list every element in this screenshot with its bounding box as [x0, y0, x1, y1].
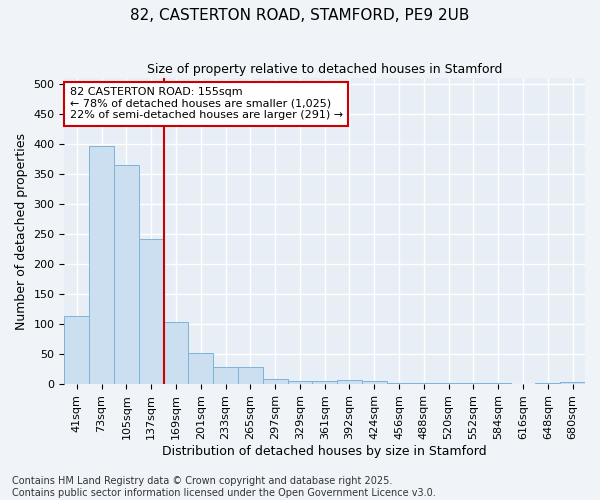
Bar — [139, 239, 164, 384]
X-axis label: Distribution of detached houses by size in Stamford: Distribution of detached houses by size … — [163, 444, 487, 458]
Bar — [114, 165, 139, 384]
Bar — [213, 366, 238, 384]
Text: 82, CASTERTON ROAD, STAMFORD, PE9 2UB: 82, CASTERTON ROAD, STAMFORD, PE9 2UB — [130, 8, 470, 22]
Bar — [287, 381, 313, 384]
Bar — [164, 322, 188, 384]
Bar — [238, 366, 263, 384]
Bar — [313, 381, 337, 384]
Bar — [362, 381, 386, 384]
Bar — [461, 383, 486, 384]
Text: Contains HM Land Registry data © Crown copyright and database right 2025.
Contai: Contains HM Land Registry data © Crown c… — [12, 476, 436, 498]
Bar — [89, 146, 114, 384]
Title: Size of property relative to detached houses in Stamford: Size of property relative to detached ho… — [147, 62, 502, 76]
Bar — [337, 380, 362, 384]
Bar — [263, 380, 287, 384]
Bar — [188, 354, 213, 384]
Bar — [64, 316, 89, 384]
Y-axis label: Number of detached properties: Number of detached properties — [15, 132, 28, 330]
Bar — [560, 382, 585, 384]
Text: 82 CASTERTON ROAD: 155sqm
← 78% of detached houses are smaller (1,025)
22% of se: 82 CASTERTON ROAD: 155sqm ← 78% of detac… — [70, 87, 343, 120]
